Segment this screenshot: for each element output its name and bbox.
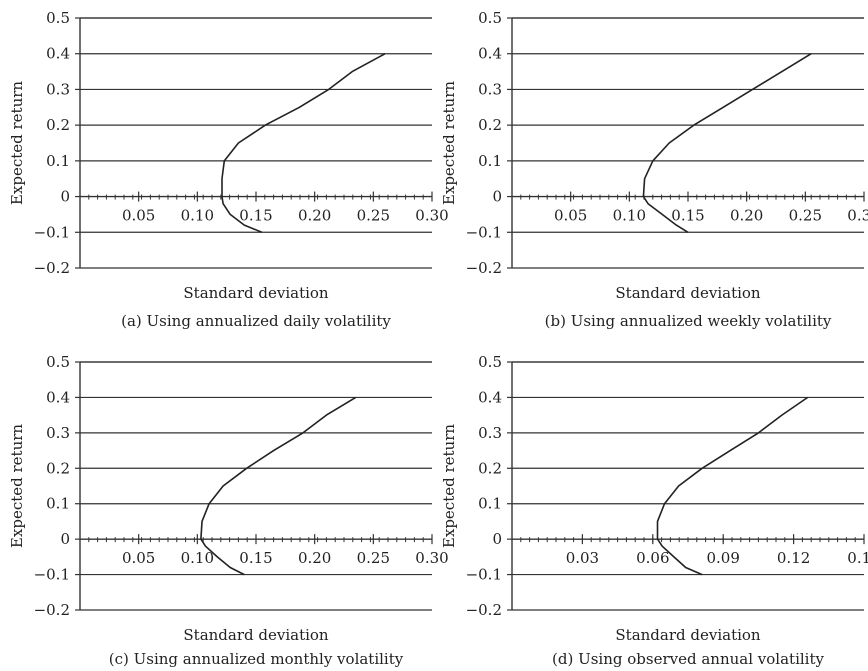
x-tick-label: 0.30 (415, 549, 448, 567)
x-tick-label: 0.20 (298, 549, 331, 567)
y-tick-label: 0.5 (46, 353, 70, 371)
y-tick-label: −0.2 (34, 601, 70, 619)
x-axis-label: Standard deviation (183, 626, 329, 644)
x-tick-label: 0.09 (706, 549, 739, 567)
x-tick-label: 0.15 (239, 549, 272, 567)
y-axis-label: Expected return (440, 424, 458, 548)
chart-panel-4: −0.2 −0.1 0 0.1 0.2 0.3 0.4 0.5 0.03 0.06 0.09 0.12… (440, 353, 868, 668)
y-tick-label: 0.3 (478, 424, 502, 442)
y-tick-label: 0.2 (478, 459, 502, 477)
x-tick-label: 0.25 (357, 207, 390, 225)
y-axis-label: Expected return (8, 424, 26, 548)
y-tick-label: −0.1 (34, 566, 70, 584)
y-tick-label: 0.1 (46, 152, 70, 170)
y-tick-label: 0.1 (46, 495, 70, 513)
chart-panel-3: −0.2 −0.1 0 0.1 0.2 0.3 0.4 0.5 0.05 0.10 0.15 0.20… (8, 353, 449, 668)
y-tick-label: 0.5 (478, 9, 502, 27)
y-axis-label: Expected return (440, 81, 458, 205)
y-tick-label: 0.4 (46, 45, 70, 63)
frontier-line (221, 52, 386, 234)
x-tick-label: 0.10 (181, 549, 214, 567)
x-tick-label: 0.05 (554, 207, 587, 225)
x-tick-label: 0.15 (671, 207, 704, 225)
y-tick-label: 0.1 (478, 495, 502, 513)
x-tick-label: 0.10 (613, 207, 646, 225)
y-axis-label: Expected return (8, 81, 26, 205)
chart-caption: (c) Using annualized monthly volatility (109, 650, 404, 668)
y-tick-label: 0.2 (46, 459, 70, 477)
x-tick-label: 0.20 (298, 207, 331, 225)
y-tick-label: −0.2 (34, 259, 70, 277)
y-tick-label: 0.4 (478, 388, 502, 406)
x-tick-label: 0.10 (181, 207, 214, 225)
y-tick-label: 0 (492, 530, 502, 548)
x-axis-label: Standard deviation (183, 284, 329, 302)
x-tick-label: 0.30 (415, 207, 448, 225)
y-tick-label: 0.3 (46, 424, 70, 442)
y-tick-label: 0.3 (478, 80, 502, 98)
y-tick-label: 0.5 (478, 353, 502, 371)
y-tick-label: 0.2 (478, 116, 502, 134)
chart-caption: (d) Using observed annual volatility (552, 650, 824, 668)
x-tick-label: 0.15 (847, 549, 868, 567)
x-tick-label: 0.06 (636, 549, 669, 567)
chart-panel-2: −0.2 −0.1 0 0.1 0.2 0.3 0.4 0.5 0.05 0.10 0.15 0.20… (440, 9, 868, 330)
y-tick-label: 0 (60, 188, 70, 206)
x-tick-label: 0.05 (122, 207, 155, 225)
y-tick-label: 0.2 (46, 116, 70, 134)
chart-caption: (b) Using annualized weekly volatility (545, 312, 832, 330)
frontier-line (642, 53, 812, 233)
chart-caption: (a) Using annualized daily volatility (121, 312, 391, 330)
y-tick-label: −0.2 (466, 601, 502, 619)
x-axis-label: Standard deviation (615, 284, 761, 302)
x-tick-label: 0.30 (847, 207, 868, 225)
x-tick-label: 0.15 (239, 207, 272, 225)
y-tick-label: 0.5 (46, 9, 70, 27)
x-tick-label: 0.05 (122, 549, 155, 567)
x-tick-label: 0.25 (789, 207, 822, 225)
y-tick-label: −0.1 (466, 223, 502, 241)
x-tick-label: 0.25 (357, 549, 390, 567)
chart-panel-1: −0.2 −0.1 0 0.1 0.2 0.3 0.4 0.5 0.05 0.10 0.15 0.20… (8, 9, 449, 330)
y-tick-label: 0.1 (478, 152, 502, 170)
x-axis-label: Standard deviation (615, 626, 761, 644)
y-tick-label: 0 (492, 188, 502, 206)
y-tick-label: 0.3 (46, 80, 70, 98)
x-tick-label: 0.12 (777, 549, 810, 567)
y-tick-label: −0.1 (34, 223, 70, 241)
y-tick-label: −0.2 (466, 259, 502, 277)
y-tick-label: 0 (60, 530, 70, 548)
y-tick-label: −0.1 (466, 566, 502, 584)
y-tick-label: 0.4 (46, 388, 70, 406)
frontier-line (656, 396, 809, 576)
x-tick-label: 0.03 (566, 549, 599, 567)
y-tick-label: 0.4 (478, 45, 502, 63)
frontier-line (200, 396, 357, 576)
x-tick-label: 0.20 (730, 207, 763, 225)
